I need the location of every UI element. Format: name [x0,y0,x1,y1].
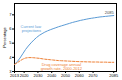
svg-text:Drug coverage annualgrowth rat: Drug coverage annualgrowth rate, 2000-20… [41,62,83,71]
svg-text:7: 7 [9,12,12,17]
svg-text:2050: 2050 [61,73,71,78]
svg-text:6: 6 [9,26,12,31]
svg-text:Current lawprojections: Current lawprojections [21,24,42,33]
svg-text:3: 3 [9,68,12,74]
svg-text:2040: 2040 [47,73,57,78]
svg-text:Percentage: Percentage [2,27,7,48]
svg-text:2085: 2085 [105,10,115,15]
svg-text:5: 5 [9,40,12,45]
svg-text:4: 4 [9,55,12,60]
svg-text:2085: 2085 [109,73,119,78]
svg-text:2060: 2060 [75,73,85,78]
svg-text:2020: 2020 [20,73,30,78]
svg-text:2030: 2030 [33,73,43,78]
svg-text:2070: 2070 [89,73,99,78]
svg-text:2013: 2013 [10,73,20,78]
